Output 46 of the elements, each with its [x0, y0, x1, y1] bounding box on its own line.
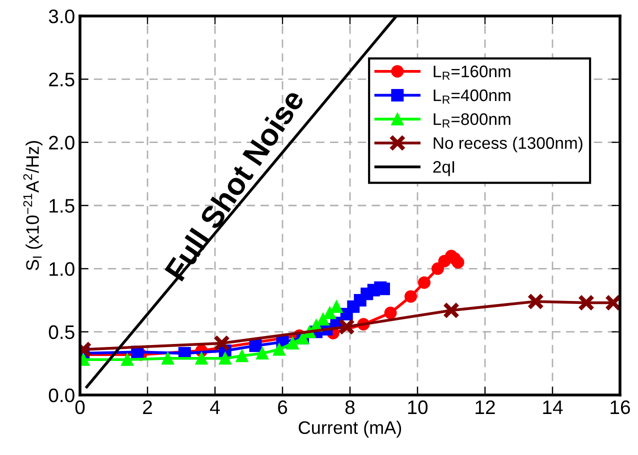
point	[442, 302, 460, 319]
point	[286, 336, 299, 350]
x-tick-label: 4	[210, 400, 220, 414]
point	[316, 312, 330, 326]
x-tick-label: 0	[75, 400, 85, 414]
point	[121, 353, 134, 366]
point	[330, 300, 343, 313]
point	[452, 256, 464, 269]
x-tick-label: 8	[345, 400, 355, 414]
point	[162, 352, 174, 365]
x-axis-title: Current (mA)	[298, 420, 402, 438]
point	[213, 334, 230, 352]
point	[218, 352, 232, 365]
point	[432, 262, 444, 275]
point	[338, 318, 355, 336]
x-tick-label: 2	[143, 400, 152, 414]
y-tick-label: 1.5	[50, 199, 74, 213]
point	[578, 294, 595, 312]
x-tick-label: 14	[543, 400, 563, 414]
y-axis-title: S$_{I}$ (x10$^{−21}$A$^{2}$/Hz)	[23, 141, 42, 270]
point	[324, 306, 336, 320]
point	[249, 339, 262, 352]
x-tick-label: 12	[476, 400, 495, 414]
point	[272, 343, 286, 356]
point	[527, 293, 544, 310]
legend-label: L$_{R}$=800nm	[434, 113, 510, 128]
point	[195, 352, 208, 365]
x-tick-label: 6	[278, 400, 288, 414]
legend-label: L$_{R}$=400nm	[434, 89, 510, 104]
y-tick-label: 0.5	[48, 325, 74, 340]
point	[418, 276, 430, 289]
x-tick-label: 16	[610, 400, 630, 414]
y-tick-label: 2.5	[49, 72, 74, 86]
point	[384, 306, 397, 320]
y-tick-label: 0.0	[48, 388, 74, 402]
legend-label: 2qI	[433, 161, 454, 176]
y-tick-label: 1.0	[50, 262, 74, 276]
legend-label: L$_{R}$=160nm	[434, 66, 510, 80]
point	[404, 290, 417, 303]
y-tick-label: 3.0	[48, 9, 74, 24]
point	[236, 350, 248, 362]
point	[256, 347, 268, 360]
x-tick-label: 10	[408, 400, 428, 414]
legend-label: No recess (1300nm)	[434, 136, 582, 152]
point	[604, 294, 620, 312]
y-tick-label: 2.0	[49, 136, 74, 150]
